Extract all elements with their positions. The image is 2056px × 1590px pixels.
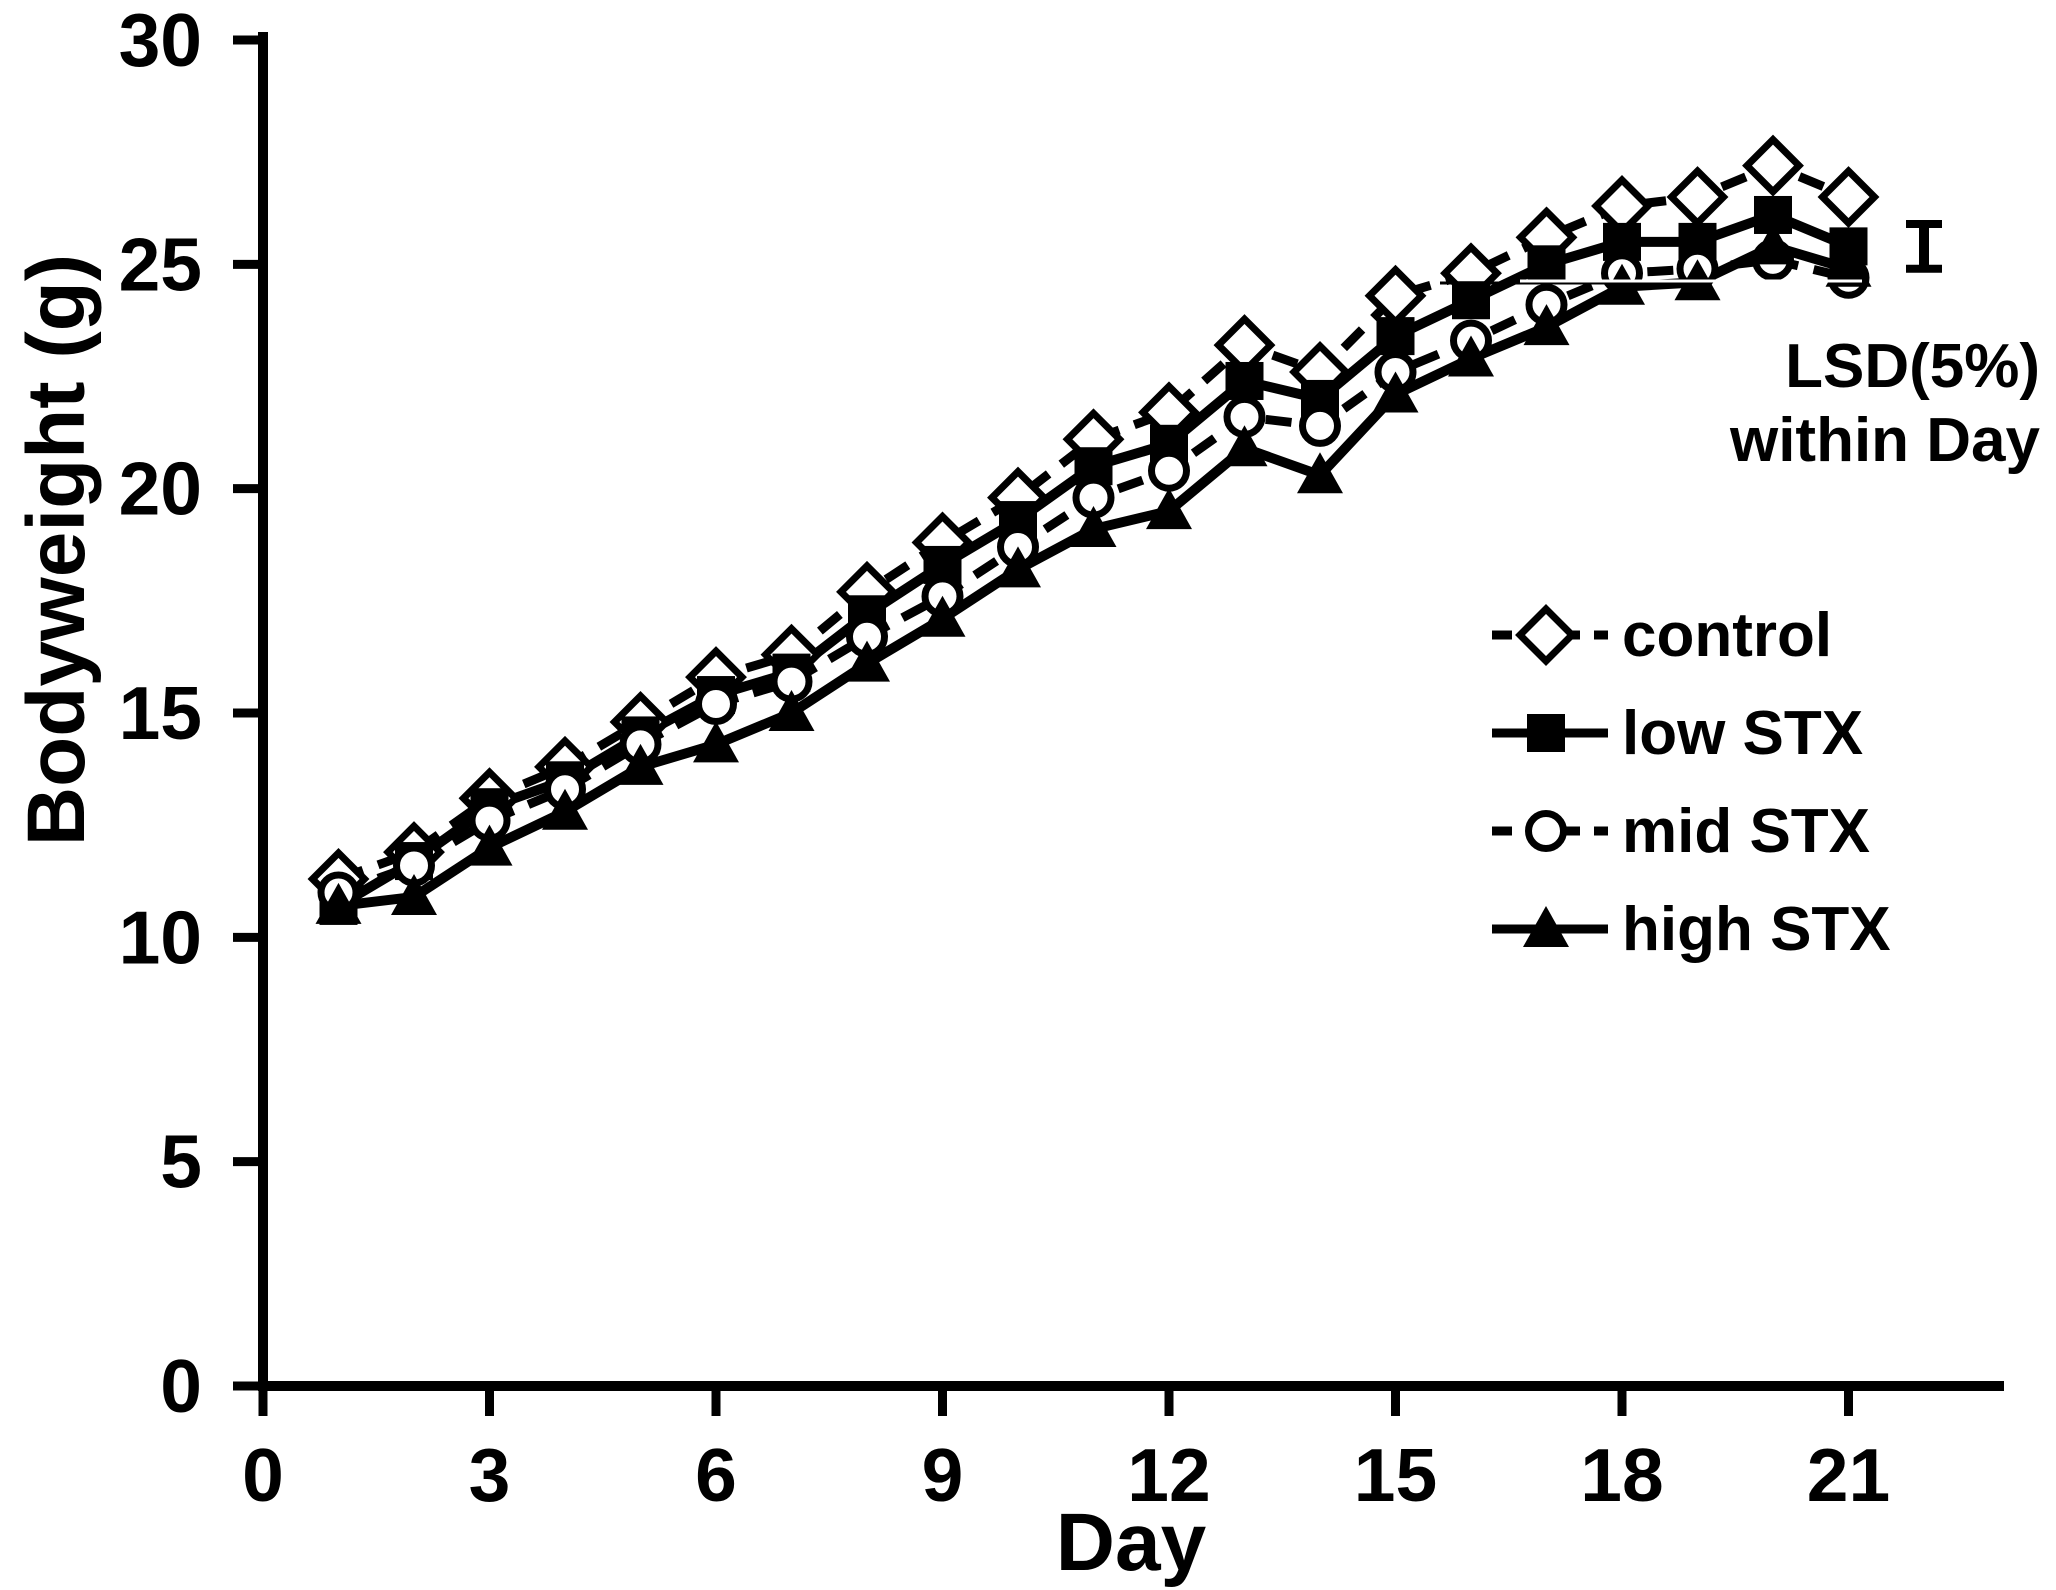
legend-label: mid STX (1622, 796, 1871, 866)
marker-circle-open-mid-STX (1299, 404, 1341, 447)
legend-marker-circle-open (1525, 810, 1567, 852)
x-tick-label: 6 (695, 1433, 737, 1517)
marker-diamond-open-control (1666, 166, 1729, 228)
x-tick-label: 15 (1354, 1433, 1437, 1517)
marker-triangle-filled-high-STX (617, 743, 664, 785)
y-tick-label: 0 (160, 1344, 202, 1428)
legend: control low STX mid STX high STX (1488, 586, 1891, 978)
marker-triangle-filled-high-STX (1221, 425, 1268, 467)
legend-swatch-square-icon (1492, 714, 1608, 752)
marker-triangle-filled-high-STX (466, 824, 513, 866)
legend-swatch-triangle-icon (1492, 906, 1608, 947)
marker-square-filled-low-STX (1452, 281, 1490, 320)
marker-triangle-filled-high-STX (1825, 245, 1872, 287)
marker-triangle-filled-high-STX (391, 873, 437, 915)
legend-swatch-circle-icon (1492, 810, 1608, 852)
legend-label: high STX (1622, 894, 1891, 964)
marker-triangle-filled-high-STX (1297, 452, 1343, 494)
marker-diamond-open-control (1817, 166, 1880, 228)
lsd-annotation-line1: LSD(5%) (1785, 332, 2040, 401)
marker-circle-open-mid-STX (695, 683, 737, 726)
y-tick-label: 20 (119, 447, 202, 531)
marker-circle-open-mid-STX (1148, 449, 1190, 492)
marker-triangle-filled-high-STX (693, 721, 739, 763)
y-tick-label: 10 (119, 895, 202, 979)
marker-triangle-filled-high-STX (1599, 263, 1645, 305)
marker-triangle-filled-high-STX (1448, 335, 1494, 377)
legend-item-low-stx: low STX (1488, 684, 1891, 782)
legend-item-control: control (1488, 586, 1891, 684)
marker-diamond-open-control (1742, 134, 1804, 197)
x-tick-label: 0 (242, 1433, 284, 1517)
marker-triangle-filled-high-STX (1146, 488, 1192, 530)
marker-square-filled-low-STX (1225, 361, 1264, 400)
y-tick-label: 5 (160, 1120, 202, 1204)
x-tick-label: 18 (1580, 1433, 1663, 1517)
legend-swatch-diamond-icon (1492, 604, 1608, 666)
x-tick-label: 12 (1127, 1433, 1210, 1517)
x-tick-label: 21 (1807, 1433, 1890, 1517)
marker-triangle-filled-high-STX (768, 689, 815, 731)
marker-triangle-filled-high-STX (919, 595, 966, 637)
marker-square-filled-low-STX (1527, 245, 1566, 284)
lsd-annotation-line2: within Day (1729, 406, 2040, 475)
marker-triangle-filled-high-STX (1750, 223, 1796, 265)
marker-triangle-filled-high-STX (995, 546, 1041, 588)
y-axis-title: Bodyweight (g) (11, 253, 102, 847)
marker-triangle-filled-high-STX (1070, 506, 1117, 548)
x-tick-label: 3 (469, 1433, 511, 1517)
y-tick-label: 25 (119, 222, 202, 306)
legend-item-mid-stx: mid STX (1488, 782, 1891, 880)
lsd-annotation: LSD(5%) within Day (1730, 330, 2040, 478)
legend-item-high-stx: high STX (1488, 880, 1891, 978)
legend-label: control (1622, 600, 1833, 670)
legend-marker-triangle-filled (1523, 906, 1569, 947)
y-tick-label: 30 (119, 0, 202, 82)
x-axis-title: Day (1055, 1497, 1207, 1588)
marker-triangle-filled-high-STX (315, 882, 362, 924)
x-tick-label: 9 (922, 1433, 964, 1517)
marker-triangle-filled-high-STX (542, 788, 588, 830)
legend-label: low STX (1622, 698, 1864, 768)
marker-triangle-filled-high-STX (1372, 371, 1419, 413)
y-tick-label: 15 (119, 671, 202, 755)
legend-marker-square-filled (1527, 714, 1565, 752)
marker-triangle-filled-high-STX (844, 640, 890, 682)
marker-square-filled-low-STX (1376, 317, 1415, 356)
legend-marker-diamond-open (1515, 604, 1577, 666)
marker-triangle-filled-high-STX (1523, 304, 1570, 346)
